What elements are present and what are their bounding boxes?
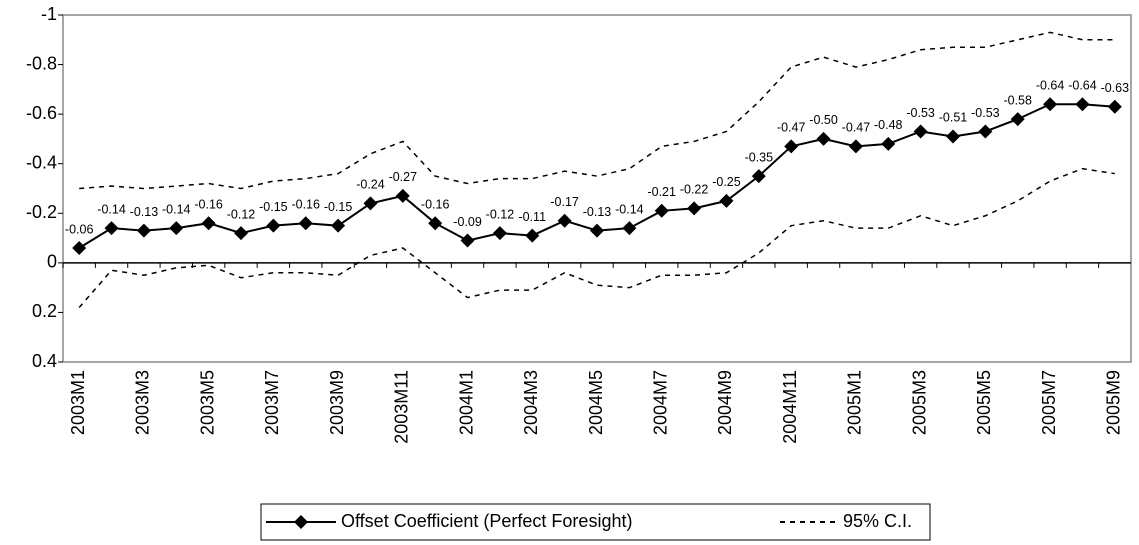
data-label: -0.17 xyxy=(550,195,579,209)
data-label: -0.15 xyxy=(324,200,353,214)
legend-box xyxy=(260,503,931,541)
data-label: -0.14 xyxy=(615,202,644,216)
x-tick-label: 2004M7 xyxy=(650,370,670,435)
data-label: -0.64 xyxy=(1036,79,1065,93)
legend-label: Offset Coefficient (Perfect Foresight) xyxy=(341,511,632,531)
data-label: -0.14 xyxy=(162,202,191,216)
x-tick-label: 2003M7 xyxy=(262,370,282,435)
data-label: -0.58 xyxy=(1003,93,1032,107)
marker xyxy=(816,131,831,146)
x-tick-label: 2004M3 xyxy=(521,370,541,435)
data-label: -0.63 xyxy=(1101,81,1130,95)
data-label: -0.11 xyxy=(518,210,546,224)
marker xyxy=(557,213,572,228)
marker xyxy=(654,203,669,218)
data-label: -0.47 xyxy=(777,121,806,135)
marker xyxy=(1043,97,1058,112)
y-tick-label: -0.8 xyxy=(26,53,57,73)
x-tick-label: 2005M9 xyxy=(1104,370,1124,435)
marker xyxy=(169,221,184,236)
marker xyxy=(848,139,863,154)
x-tick-label: 2004M5 xyxy=(586,370,606,435)
marker xyxy=(1107,99,1122,114)
y-tick-label: 0 xyxy=(47,252,57,272)
data-label: -0.16 xyxy=(421,197,450,211)
marker xyxy=(460,233,475,248)
data-label: -0.14 xyxy=(97,202,126,216)
x-tick-label: 2005M1 xyxy=(845,370,865,435)
y-tick-label: 0.4 xyxy=(32,351,57,371)
marker xyxy=(946,129,960,144)
data-label: -0.13 xyxy=(130,205,159,219)
marker xyxy=(234,226,248,241)
y-tick-label: -0.4 xyxy=(26,152,57,172)
x-tick-label: 2003M11 xyxy=(392,370,412,444)
data-label: -0.25 xyxy=(712,175,741,189)
marker xyxy=(136,223,151,238)
data-label: -0.13 xyxy=(583,205,612,219)
data-label: -0.53 xyxy=(906,106,935,120)
marker xyxy=(201,216,216,231)
marker xyxy=(881,136,896,151)
marker xyxy=(395,188,410,203)
x-tick-label: 2003M1 xyxy=(68,370,88,435)
x-tick-label: 2004M9 xyxy=(715,370,735,435)
legend-label: 95% C.I. xyxy=(843,511,912,531)
marker xyxy=(978,124,993,139)
marker xyxy=(266,218,281,233)
x-tick-label: 2005M7 xyxy=(1039,370,1059,435)
x-tick-label: 2004M11 xyxy=(780,370,800,444)
data-label: -0.64 xyxy=(1068,79,1097,93)
marker xyxy=(590,223,604,238)
marker xyxy=(1010,112,1025,127)
marker xyxy=(298,216,313,231)
data-label: -0.22 xyxy=(680,183,709,197)
marker xyxy=(492,226,507,241)
data-label: -0.21 xyxy=(647,185,676,199)
data-label: -0.15 xyxy=(259,200,288,214)
marker xyxy=(72,240,87,255)
marker xyxy=(331,218,346,233)
marker xyxy=(687,201,702,216)
y-tick-label: -0.2 xyxy=(26,202,57,222)
series-line xyxy=(79,31,1115,190)
series-line xyxy=(78,167,1115,308)
marker xyxy=(751,169,766,184)
x-tick-label: 2003M3 xyxy=(133,370,153,435)
x-tick-label: 2003M9 xyxy=(327,370,347,435)
marker xyxy=(784,139,799,154)
x-tick-label: 2005M5 xyxy=(974,370,994,435)
y-tick-label: -0.6 xyxy=(26,103,57,123)
data-label: -0.35 xyxy=(745,150,774,164)
x-tick-label: 2003M5 xyxy=(197,370,217,435)
marker xyxy=(1075,97,1090,112)
data-label: -0.27 xyxy=(389,170,418,184)
plot-area xyxy=(62,14,1132,363)
data-label: -0.50 xyxy=(809,113,838,127)
data-label: -0.12 xyxy=(486,207,515,221)
marker xyxy=(428,216,443,231)
data-label: -0.51 xyxy=(939,111,968,125)
marker xyxy=(525,228,540,243)
marker xyxy=(913,124,928,139)
x-tick-label: 2004M1 xyxy=(456,370,476,435)
data-label: -0.09 xyxy=(453,215,482,229)
data-label: -0.48 xyxy=(874,118,903,132)
marker xyxy=(719,193,734,208)
data-label: -0.06 xyxy=(65,222,94,236)
data-label: -0.16 xyxy=(194,197,223,211)
legend-marker xyxy=(294,515,308,529)
data-label: -0.12 xyxy=(227,207,256,221)
data-label: -0.24 xyxy=(356,178,385,192)
data-label: -0.47 xyxy=(842,121,871,135)
x-tick-label: 2005M3 xyxy=(909,370,929,435)
y-tick-label: -1 xyxy=(41,4,57,24)
data-label: -0.53 xyxy=(971,106,1000,120)
data-label: -0.16 xyxy=(291,197,320,211)
marker xyxy=(104,221,119,236)
marker xyxy=(622,221,637,236)
marker xyxy=(363,196,378,211)
y-tick-label: 0.2 xyxy=(32,301,57,321)
